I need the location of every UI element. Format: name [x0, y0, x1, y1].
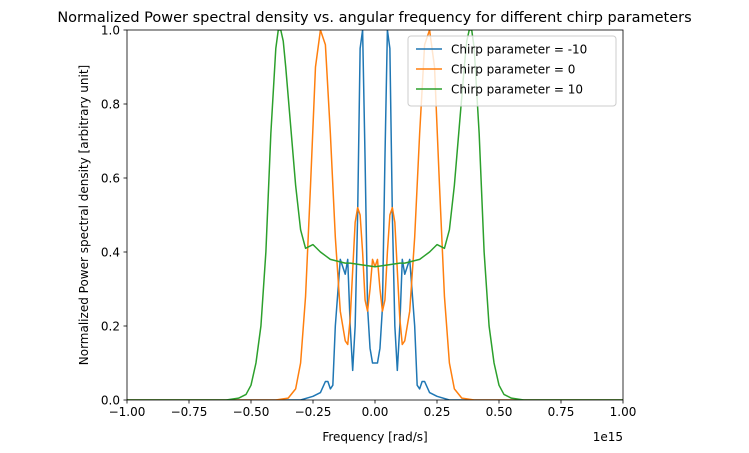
chart-title: Normalized Power spectral density vs. an…: [57, 10, 691, 26]
x-tick-label: −0.50: [233, 405, 270, 419]
x-tick-label: −0.25: [295, 405, 332, 419]
y-axis: 0.0 0.2 0.4 0.6 0.8 1.0: [101, 23, 127, 407]
y-axis-label: Normalized Power spectral density [arbit…: [77, 65, 91, 365]
y-tick-label: 0.0: [101, 393, 120, 407]
x-tick-label: 0.50: [486, 405, 513, 419]
legend-label: Chirp parameter = -10: [451, 43, 587, 57]
y-tick-label: 0.8: [101, 97, 120, 111]
legend-label: Chirp parameter = 10: [451, 83, 583, 97]
x-tick-label: −0.75: [171, 405, 208, 419]
y-tick-label: 0.6: [101, 171, 120, 185]
series-line-1: [127, 30, 623, 400]
x-tick-label: 1.00: [610, 405, 637, 419]
legend-label: Chirp parameter = 0: [451, 63, 575, 77]
x-tick-label: 0.25: [424, 405, 451, 419]
x-tick-label: 0.75: [548, 405, 575, 419]
x-axis-label: Frequency [rad/s]: [322, 430, 427, 444]
x-tick-label: 0.00: [362, 405, 389, 419]
legend-box: [407, 35, 617, 107]
y-tick-label: 0.2: [101, 319, 120, 333]
y-tick-label: 1.0: [101, 23, 120, 37]
x-tick-label: −1.00: [109, 405, 146, 419]
y-tick-label: 0.4: [101, 245, 120, 259]
legend: Chirp parameter = -10 Chirp parameter = 0…: [407, 35, 617, 107]
x-axis-offset-label: 1e15: [593, 430, 623, 444]
x-axis: −1.00 −0.75 −0.50 −0.25 0.00 0.25 0.50 0.75 1.00: [109, 400, 637, 419]
